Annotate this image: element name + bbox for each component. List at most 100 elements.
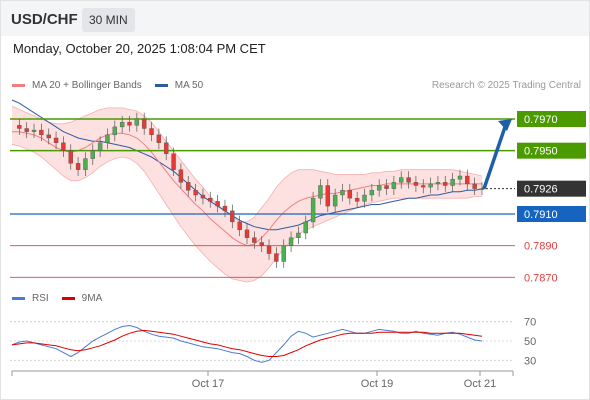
level-tag-0.7970 — [517, 111, 586, 127]
legend-item-ma50: MA 50 — [154, 80, 204, 91]
candle-body — [237, 221, 242, 231]
candle-body — [244, 229, 250, 238]
candle-body — [53, 137, 59, 143]
legend-swatch-ma9 — [61, 297, 75, 300]
forecast-arrow-head — [498, 119, 512, 131]
candle-body — [332, 194, 338, 207]
candle-body — [435, 182, 441, 185]
candle-body — [318, 185, 323, 199]
candle-body — [354, 197, 360, 202]
candle-body — [215, 201, 220, 207]
legend-swatch-ma50 — [154, 84, 168, 87]
candle-body — [208, 197, 213, 202]
forecast-arrow-shaft — [482, 123, 508, 190]
candle-body — [274, 253, 279, 262]
legend-label-ma20: MA 20 + Bollinger Bands — [32, 80, 142, 91]
candle-body — [68, 150, 73, 164]
level-label-0.7890: 0.7890 — [524, 241, 558, 253]
x-tick-label: Oct 21 — [464, 378, 496, 390]
candle-body — [450, 178, 455, 186]
candle-body — [472, 183, 477, 189]
level-label-0.7870: 0.7870 — [524, 272, 558, 284]
candle-body — [391, 182, 397, 189]
bollinger-band — [12, 106, 482, 283]
candle-body — [428, 183, 433, 188]
candle-body — [97, 142, 103, 151]
candle-body — [310, 197, 316, 223]
main-legend: MA 20 + Bollinger Bands MA 50 — [12, 80, 216, 91]
candle-body — [31, 129, 37, 132]
candle-body — [75, 163, 81, 170]
candle-body — [164, 142, 169, 155]
candle-body — [83, 158, 88, 170]
level-tag-0.7926 — [517, 180, 586, 197]
candle-body — [186, 182, 191, 191]
symbol-title: USD/CHF — [11, 11, 78, 28]
candle-body — [340, 190, 345, 196]
candle-body — [134, 118, 140, 126]
candle-body — [39, 129, 44, 136]
candle-body — [149, 128, 154, 136]
candle-body — [127, 121, 132, 126]
candle-body — [171, 153, 176, 170]
legend-label-rsi: RSI — [32, 293, 49, 304]
candle-body — [46, 134, 51, 139]
level-tag-0.7950 — [517, 142, 586, 159]
level-tag-0.7910 — [517, 206, 586, 222]
candle-body — [406, 177, 411, 183]
candle-body — [200, 194, 206, 199]
chart-header: USD/CHF 30 MIN — [1, 1, 589, 36]
candle-body — [443, 182, 448, 186]
rsi-tick-30: 30 — [524, 355, 536, 367]
level-label-0.7950: 0.7950 — [524, 146, 558, 158]
x-tick-label: Oct 17 — [192, 378, 224, 390]
legend-swatch-ma20 — [12, 84, 25, 87]
candle-body — [413, 182, 419, 186]
candle-body — [376, 185, 382, 191]
rsi-ma9-line — [11, 329, 483, 357]
candle-body — [399, 177, 404, 183]
candle-body — [141, 118, 147, 129]
level-label-0.7910: 0.7910 — [524, 209, 558, 221]
legend-label-ma50: MA 50 — [174, 80, 204, 91]
legend-item-ma20: MA 20 + Bollinger Bands — [12, 80, 142, 91]
candle-body — [230, 210, 235, 223]
candle-body — [24, 128, 29, 132]
candle-body — [193, 190, 198, 196]
timeframe-badge[interactable]: 30 MIN — [82, 8, 135, 32]
candle-body — [61, 142, 66, 151]
candle-body — [178, 169, 184, 183]
legend-item-rsi: RSI — [12, 293, 49, 304]
level-label-0.7970: 0.7970 — [524, 114, 558, 126]
candle-body — [266, 245, 272, 254]
candle-body — [252, 237, 257, 243]
rsi-tick-50: 50 — [524, 336, 536, 348]
rsi-legend: RSI 9MA — [12, 293, 115, 304]
x-tick-label: Oct 19 — [361, 378, 393, 390]
candle-body — [362, 194, 367, 202]
timestamp: Monday, October 20, 2025 1:08:04 PM CET — [13, 41, 266, 56]
candle-body — [156, 134, 162, 143]
candle-body — [17, 125, 22, 129]
candle-body — [259, 242, 264, 246]
rsi-tick-70: 70 — [524, 317, 536, 329]
candle-body — [384, 185, 389, 189]
candle-body — [479, 188, 485, 190]
candle-body — [347, 190, 353, 199]
legend-label-ma9: 9MA — [81, 293, 103, 304]
candle-body — [465, 175, 470, 185]
credit-text: Research © 2025 Trading Central — [431, 80, 581, 91]
candle-body — [303, 221, 308, 234]
candle-body — [457, 175, 463, 180]
candle-body — [281, 245, 286, 262]
rsi-line — [11, 324, 483, 363]
candle-body — [325, 185, 330, 207]
candle-body — [90, 150, 95, 159]
level-label-0.7926: 0.7926 — [524, 184, 558, 196]
candle-body — [421, 185, 426, 188]
candle-body — [105, 134, 110, 143]
bollinger-upper-line — [11, 105, 483, 223]
candle-body — [369, 190, 375, 196]
legend-item-ma9: 9MA — [61, 293, 103, 304]
candle-body — [288, 237, 294, 246]
